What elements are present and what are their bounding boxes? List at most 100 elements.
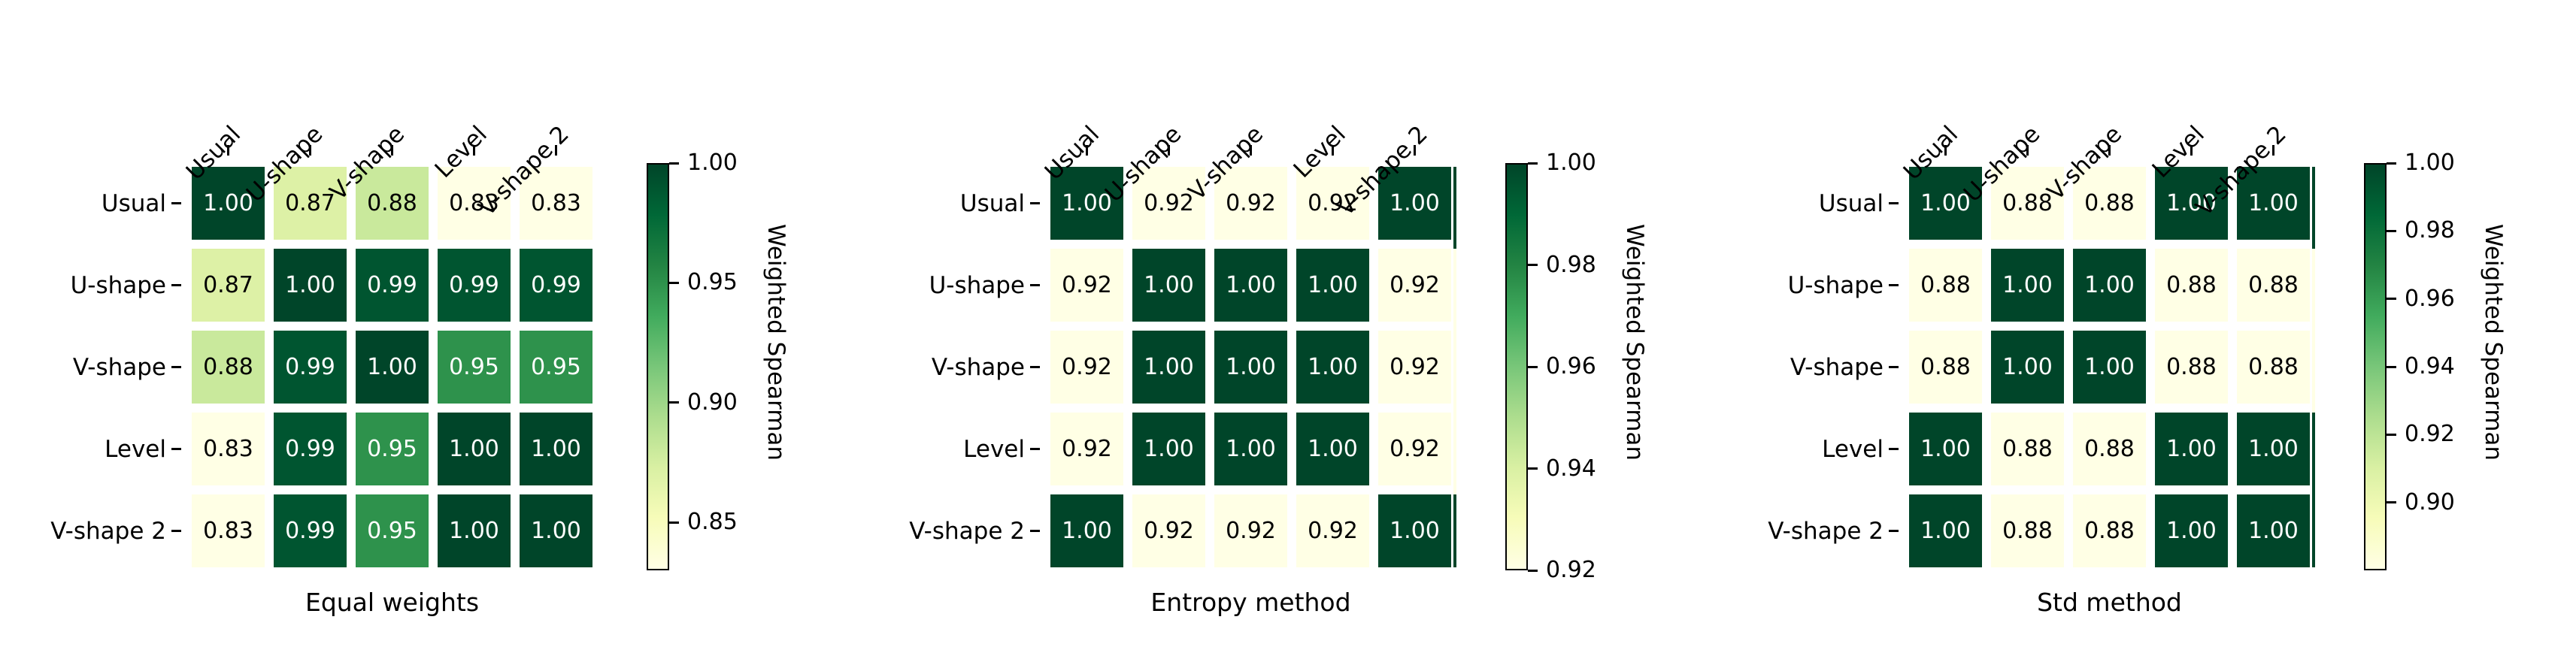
heatmap-cell: 0.99 <box>438 249 511 322</box>
heatmap-cell: 1.00 <box>356 331 429 404</box>
y-axis-label: Usual <box>1818 189 1884 217</box>
grid-edge-strip-segment <box>2312 249 2315 331</box>
y-axis-tick <box>171 448 181 450</box>
x-axis-tick <box>227 145 229 156</box>
heatmap-cell: 1.00 <box>1378 494 1451 567</box>
grid-edge-strip-segment <box>2312 413 2315 494</box>
y-axis-label: Level <box>1822 435 1884 463</box>
heatmap-cell: 1.00 <box>520 494 592 567</box>
heatmap-panel-equal-weights: 1.00 0.87 0.88 0.83 0.83 0.87 1.00 0.99 0.99 0.99… <box>0 0 859 653</box>
heatmap-cell: 0.88 <box>1909 331 1982 404</box>
grid-edge-strip-segment <box>1453 167 1456 249</box>
heatmap-cell: 1.00 <box>1909 413 1982 485</box>
grid-edge-strip-segment <box>1453 331 1456 413</box>
x-axis-tick <box>309 145 311 156</box>
y-axis-tick <box>1030 202 1040 204</box>
y-axis-tick <box>171 530 181 532</box>
colorbar-tick-label: 0.90 <box>687 388 738 416</box>
heatmap-cell: 0.92 <box>1050 413 1123 485</box>
x-axis-tick <box>2026 145 2029 156</box>
x-axis-tick <box>2108 145 2111 156</box>
y-axis-tick <box>1030 448 1040 450</box>
colorbar-tick <box>1528 569 1538 572</box>
colorbar-tick-label: 0.96 <box>2405 285 2455 312</box>
x-axis-tick <box>1332 145 1334 156</box>
colorbar <box>2364 163 2387 570</box>
heatmap-cell: 0.99 <box>520 249 592 322</box>
heatmap-cell: 1.00 <box>1296 331 1369 404</box>
heatmap-cell: 0.92 <box>1050 331 1123 404</box>
panel-title: Std method <box>2037 588 2182 617</box>
y-axis-tick <box>1889 530 1899 532</box>
heatmap-cell: 1.00 <box>438 494 511 567</box>
y-axis-label: U-shape <box>929 271 1025 299</box>
colorbar-tick-label: 0.90 <box>2405 488 2455 515</box>
y-axis-tick <box>1030 284 1040 286</box>
heatmap-cell: 1.00 <box>1214 413 1287 485</box>
y-axis-tick <box>1889 202 1899 204</box>
heatmap-cell: 0.83 <box>438 167 511 240</box>
heatmap-cell: 0.99 <box>274 413 347 485</box>
colorbar-tick <box>669 162 679 165</box>
heatmap-cell: 1.00 <box>2155 494 2228 567</box>
grid-edge-strip-segment <box>2312 331 2315 413</box>
colorbar-tick <box>2387 501 2396 504</box>
y-axis-tick <box>171 284 181 286</box>
heatmap-cell: 0.95 <box>356 413 429 485</box>
heatmap-cell: 1.00 <box>192 167 265 240</box>
heatmap-cell: 0.88 <box>1991 494 2064 567</box>
colorbar-tick-label: 0.96 <box>1546 353 1596 379</box>
heatmap-cell: 1.00 <box>1296 249 1369 322</box>
heatmap-cell: 0.88 <box>1991 413 2064 485</box>
heatmap-cell: 0.83 <box>192 413 265 485</box>
heatmap-cell: 0.95 <box>356 494 429 567</box>
heatmap-cell: 0.88 <box>2237 249 2310 322</box>
heatmap-cell: 1.00 <box>1991 249 2064 322</box>
colorbar-tick <box>2387 365 2396 368</box>
y-axis-label: V-shape 2 <box>909 517 1025 545</box>
heatmap-cell: 0.95 <box>520 331 592 404</box>
x-axis-tick <box>473 145 475 156</box>
colorbar-tick <box>669 281 679 284</box>
colorbar-axis-label: Weighted Spearman <box>1621 224 1648 461</box>
colorbar-tick <box>1528 264 1538 266</box>
colorbar-tick <box>1528 365 1538 368</box>
heatmap-cell: 0.87 <box>192 249 265 322</box>
heatmap-cell: 0.87 <box>274 167 347 240</box>
grid-edge-strip-segment <box>2312 494 2315 567</box>
heatmap-cell: 0.92 <box>1296 494 1369 567</box>
heatmap-cell: 1.00 <box>1050 167 1123 240</box>
y-axis-label: Level <box>105 435 166 463</box>
colorbar-tick-label: 0.94 <box>2405 353 2455 379</box>
colorbar <box>647 163 669 570</box>
y-axis-label: V-shape <box>1790 353 1884 381</box>
heatmap-cell: 1.00 <box>2073 331 2146 404</box>
heatmap-cell: 0.88 <box>356 167 429 240</box>
heatmap-cell: 1.00 <box>1909 494 1982 567</box>
heatmap-cell: 1.00 <box>2237 167 2310 240</box>
heatmap-panel-entropy-method: 1.00 0.92 0.92 0.92 1.00 0.92 1.00 1.00 1.00 0.92… <box>859 0 1717 653</box>
heatmap-cell: 1.00 <box>2237 413 2310 485</box>
colorbar-tick-label: 0.92 <box>2405 421 2455 448</box>
heatmap-cell: 0.92 <box>1050 249 1123 322</box>
heatmap-cell: 0.92 <box>1378 413 1451 485</box>
heatmap-panel-std-method: 1.00 0.88 0.88 1.00 1.00 0.88 1.00 1.00 0.88 0.88… <box>1717 0 2576 653</box>
colorbar-tick-label: 0.92 <box>1546 557 1596 583</box>
grid-edge-strip-segment <box>1453 249 1456 331</box>
heatmap-cell: 0.99 <box>356 249 429 322</box>
heatmap-cell: 1.00 <box>2155 167 2228 240</box>
heatmap-cell: 1.00 <box>2073 249 2146 322</box>
colorbar-tick <box>2387 162 2396 165</box>
heatmap-cell: 1.00 <box>1214 249 1287 322</box>
x-axis-tick <box>1250 145 1252 156</box>
colorbar-tick <box>669 521 679 524</box>
grid-edge-strip-segment <box>2312 167 2315 249</box>
colorbar <box>1505 163 1528 570</box>
heatmap-cell: 1.00 <box>1296 413 1369 485</box>
heatmap-cell: 0.88 <box>2155 331 2228 404</box>
heatmap-cell: 0.92 <box>1296 167 1369 240</box>
colorbar-tick <box>2387 229 2396 232</box>
heatmap-cell: 1.00 <box>2155 413 2228 485</box>
heatmap-cell: 0.99 <box>274 331 347 404</box>
y-axis-tick <box>1030 530 1040 532</box>
